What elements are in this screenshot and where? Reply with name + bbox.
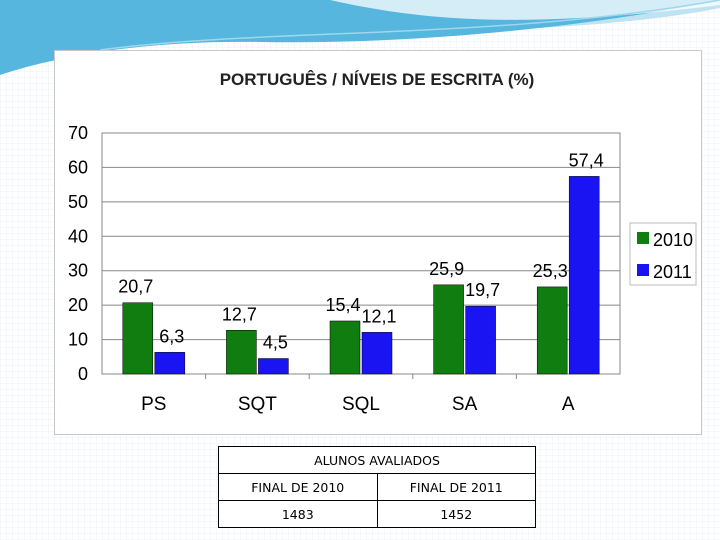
data-label: 12,1 (361, 306, 396, 326)
table-row: FINAL DE 2010 FINAL DE 2011 (218, 473, 536, 501)
data-label: 57,4 (569, 150, 604, 170)
data-label: 4,5 (263, 333, 288, 353)
table-value-2011: 1452 (376, 500, 536, 528)
data-label: 6,3 (159, 326, 184, 346)
students-evaluated-table: ALUNOS AVALIADOS FINAL DE 2010 FINAL DE … (218, 446, 536, 528)
data-label: 20,7 (118, 277, 153, 297)
y-tick-label: 10 (68, 330, 88, 350)
table-value-2010: 1483 (218, 500, 378, 528)
chart-title: PORTUGUÊS / NÍVEIS DE ESCRITA (%) (220, 70, 535, 89)
decorative-swoosh (0, 0, 720, 75)
bar-2010-SQL (329, 320, 361, 375)
bar-2011-SQT (258, 358, 289, 375)
data-label: 19,7 (465, 280, 500, 300)
bar-2011-PS (154, 352, 186, 375)
table-row: 1483 1452 (218, 500, 536, 528)
bars-layer (122, 176, 600, 375)
bar-2010-PS (122, 302, 154, 375)
bar-2010-SA (433, 284, 464, 375)
data-label: 25,3 (533, 261, 568, 281)
table-column-2011: FINAL DE 2011 (376, 473, 536, 501)
y-tick-label: 70 (68, 123, 88, 143)
chart-panel: PORTUGUÊS / NÍVEIS DE ESCRITA (%) 0 10 20 3… (54, 50, 702, 435)
data-label: 15,4 (325, 295, 360, 315)
bar-2010-A (536, 286, 568, 375)
legend-swatch-2011 (637, 264, 649, 276)
x-category-label: PS (141, 394, 166, 415)
y-tick-label: 30 (68, 261, 88, 281)
y-tick-label: 60 (68, 157, 88, 177)
x-category-label: SQT (238, 394, 277, 415)
y-tick-label: 50 (68, 192, 88, 212)
bar-2011-SQL (361, 332, 393, 375)
table-header-row: ALUNOS AVALIADOS (218, 446, 536, 474)
data-label: 12,7 (222, 304, 257, 324)
y-tick-label: 40 (68, 226, 88, 246)
legend: 2010 2011 (629, 222, 697, 286)
bar-2011-A (568, 176, 600, 375)
x-category-label: A (562, 394, 575, 415)
table-header: ALUNOS AVALIADOS (218, 446, 536, 474)
table-column-2010: FINAL DE 2010 (218, 473, 378, 501)
bar-2010-SQT (226, 330, 257, 375)
legend-swatch-2010 (637, 232, 649, 244)
data-label: 25,9 (429, 259, 464, 279)
bar-chart: PORTUGUÊS / NÍVEIS DE ESCRITA (%) 0 10 20 3… (68, 70, 697, 415)
swoosh-line (99, 0, 720, 51)
x-category-label: SA (452, 394, 478, 415)
legend-label-2011: 2011 (653, 262, 692, 282)
grid-layer: 0 10 20 30 40 50 60 70 (68, 123, 621, 384)
bar-2011-SA (465, 305, 496, 375)
labels-layer: PS 20,7 6,3 SQT 12,7 4,5 SQL 15,412,1 SA 25,919,7… (118, 150, 603, 415)
y-tick-label: 0 (78, 364, 88, 384)
x-category-label: SQL (342, 394, 380, 415)
legend-label-2010: 2010 (653, 230, 693, 250)
y-tick-label: 20 (68, 295, 88, 315)
